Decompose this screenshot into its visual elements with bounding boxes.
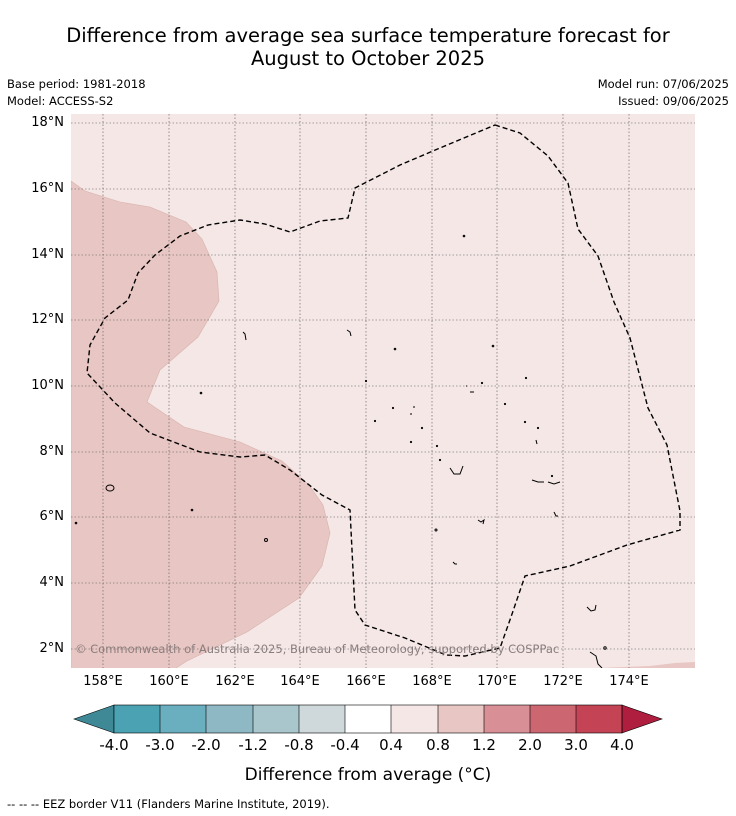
colorbar	[73, 704, 663, 734]
colorbar-label: 4.0	[610, 736, 634, 754]
warm-anomaly-region	[71, 180, 331, 668]
lon-tick-172e: 172°E	[543, 674, 583, 689]
colorbar-bin-11	[576, 705, 622, 733]
colorbar-bin-4	[253, 705, 299, 733]
issued-date: Issued: 09/06/2025	[618, 94, 729, 108]
colorbar-label: 0.8	[426, 736, 450, 754]
colorbar-bin-2	[160, 705, 206, 733]
lon-tick-168e: 168°E	[412, 674, 452, 689]
lon-tick-166e: 166°E	[346, 674, 386, 689]
colorbar-label: -2.0	[191, 736, 221, 754]
lat-tick-8n: 8°N	[39, 444, 65, 459]
model-run-date: Model run: 07/06/2025	[597, 77, 729, 91]
colorbar-low-triangle	[73, 704, 115, 734]
colorbar-label: -3.0	[145, 736, 175, 754]
warm-anomaly-region-se	[598, 662, 695, 668]
chart-title-line2: August to October 2025	[250, 47, 486, 70]
colorbar-label: -1.2	[238, 736, 268, 754]
lat-tick-16n: 16°N	[31, 181, 64, 196]
lon-tick-162e: 162°E	[215, 674, 255, 689]
colorbar-bin-8	[438, 705, 484, 733]
graticule	[71, 114, 695, 668]
lon-tick-160e: 160°E	[149, 674, 189, 689]
islands	[74, 234, 607, 668]
colorbar-label: 3.0	[564, 736, 588, 754]
lat-tick-4n: 4°N	[39, 575, 65, 590]
model-name: Model: ACCESS-S2	[7, 94, 114, 108]
lat-tick-14n: 14°N	[31, 247, 64, 262]
colorbar-label: -4.0	[99, 736, 129, 754]
lon-tick-158e: 158°E	[83, 674, 123, 689]
lon-tick-170e: 170°E	[477, 674, 517, 689]
colorbar-bin-9	[484, 705, 530, 733]
lat-tick-12n: 12°N	[31, 312, 64, 327]
lat-tick-18n: 18°N	[31, 115, 64, 130]
colorbar-bin-6	[345, 705, 391, 733]
colorbar-bin-1	[114, 705, 160, 733]
colorbar-label: 2.0	[518, 736, 542, 754]
colorbar-title: Difference from average (°C)	[244, 765, 492, 785]
colorbar-bin-3	[206, 705, 253, 733]
eez-legend-note: -- -- -- EEZ border V11 (Flanders Marine…	[7, 797, 330, 811]
copyright-notice: © Commonwealth of Australia 2025, Bureau…	[75, 642, 560, 656]
colorbar-label: 0.4	[379, 736, 403, 754]
colorbar-label: -0.8	[284, 736, 314, 754]
lon-tick-164e: 164°E	[280, 674, 320, 689]
colorbar-high-triangle	[621, 704, 663, 734]
base-period: Base period: 1981-2018	[7, 77, 146, 91]
colorbar-label: -0.4	[330, 736, 360, 754]
lon-tick-174e: 174°E	[609, 674, 649, 689]
eez-border	[86, 124, 681, 657]
colorbar-label: 1.2	[472, 736, 496, 754]
colorbar-bin-10	[530, 705, 576, 733]
colorbar-bin-5	[299, 705, 345, 733]
lat-tick-2n: 2°N	[39, 641, 65, 656]
lat-tick-10n: 10°N	[31, 378, 64, 393]
chart-title-line1: Difference from average sea surface temp…	[66, 24, 670, 47]
colorbar-outline	[113, 704, 623, 734]
colorbar-bin-7	[391, 705, 438, 733]
lat-tick-6n: 6°N	[39, 509, 65, 524]
